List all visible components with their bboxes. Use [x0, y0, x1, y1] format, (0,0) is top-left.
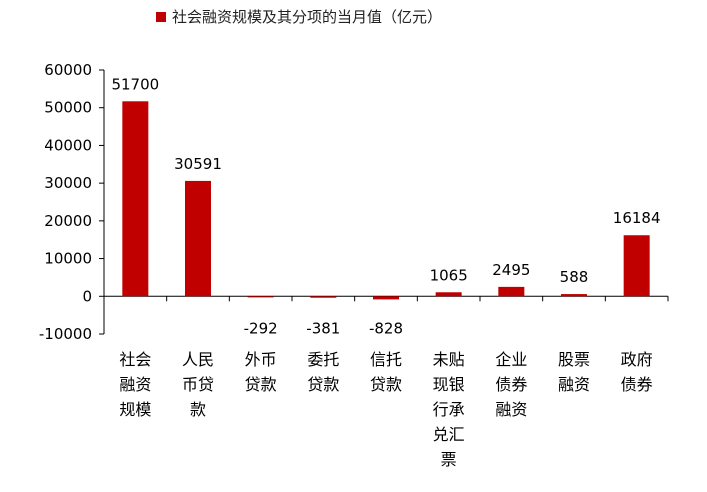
- y-tick-label: 20000: [44, 212, 92, 230]
- category-label: 兑汇: [433, 425, 465, 444]
- category-label: 政府: [621, 350, 653, 369]
- legend-label: 社会融资规模及其分项的当月值（亿元）: [172, 8, 443, 26]
- category-label: 信托: [370, 350, 402, 369]
- category-label: 债券: [495, 375, 527, 394]
- data-label: 51700: [111, 75, 159, 93]
- data-label: 2495: [492, 261, 530, 279]
- category-label: 未贴: [433, 350, 465, 369]
- bar: [122, 101, 149, 297]
- category-label: 融资: [119, 375, 151, 394]
- y-tick-label: 50000: [44, 99, 92, 117]
- category-label: 社会: [119, 350, 151, 369]
- category-label: 委托: [307, 350, 339, 369]
- category-label: 现银: [433, 375, 465, 394]
- category-label: 规模: [119, 400, 151, 419]
- data-label: 30591: [174, 155, 222, 173]
- category-label: 贷款: [245, 375, 277, 394]
- y-tick-label: 0: [82, 287, 92, 305]
- bar: [185, 180, 211, 297]
- category-label: 债券: [621, 375, 653, 394]
- category-label: 外币: [245, 350, 277, 369]
- legend-swatch: [156, 11, 166, 22]
- category-label: 票: [441, 450, 457, 469]
- bar: [498, 286, 525, 297]
- y-tick-label: 60000: [44, 61, 92, 79]
- category-label: 融资: [558, 375, 590, 394]
- data-label: -381: [306, 319, 340, 337]
- data-label: 16184: [613, 209, 661, 227]
- category-label: 行承: [433, 400, 465, 419]
- category-label: 贷款: [307, 375, 339, 394]
- y-tick-label: 30000: [44, 174, 92, 192]
- data-label: -828: [369, 319, 403, 337]
- data-label: -292: [244, 319, 278, 337]
- category-label: 企业: [495, 350, 527, 369]
- bar: [310, 296, 337, 298]
- bar: [561, 294, 587, 297]
- bar: [247, 296, 274, 298]
- y-tick-label: 40000: [44, 136, 92, 154]
- bar: [373, 296, 399, 300]
- bar: [623, 235, 650, 297]
- legend: 社会融资规模及其分项的当月值（亿元）: [156, 6, 442, 27]
- category-label: 融资: [495, 400, 527, 419]
- y-tick-label: -10000: [39, 325, 92, 343]
- bar: [435, 292, 462, 297]
- category-label: 币贷: [182, 375, 214, 394]
- category-label: 贷款: [370, 375, 402, 394]
- data-label: 588: [560, 268, 589, 286]
- category-label: 款: [190, 400, 206, 419]
- category-label: 股票: [558, 350, 590, 369]
- y-tick-label: 10000: [44, 250, 92, 268]
- data-label: 1065: [430, 266, 468, 284]
- category-label: 人民: [182, 350, 214, 369]
